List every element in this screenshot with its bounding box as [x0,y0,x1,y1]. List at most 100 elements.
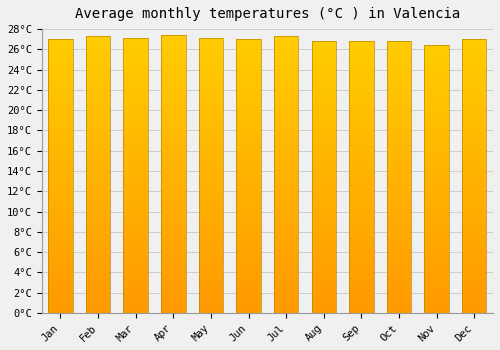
Bar [274,151,298,153]
Bar [236,203,261,205]
Bar [124,202,148,203]
Bar [48,224,72,225]
Bar [236,71,261,72]
Bar [198,294,223,295]
Bar [312,303,336,305]
Bar [462,173,486,175]
Bar [161,132,186,134]
Bar [387,184,411,185]
Bar [424,136,449,138]
Bar [349,120,374,121]
Bar [161,198,186,199]
Bar [86,148,110,150]
Bar [424,69,449,71]
Bar [48,186,72,187]
Bar [462,168,486,169]
Bar [86,161,110,162]
Bar [312,183,336,184]
Bar [198,114,223,115]
Bar [124,176,148,177]
Bar [236,162,261,164]
Bar [312,91,336,93]
Bar [274,230,298,231]
Bar [312,191,336,192]
Bar [124,185,148,187]
Bar [198,94,223,96]
Bar [236,182,261,183]
Bar [198,202,223,203]
Bar [124,283,148,284]
Bar [312,140,336,142]
Bar [274,126,298,127]
Bar [312,138,336,139]
Bar [462,291,486,293]
Bar [86,303,110,305]
Bar [274,255,298,256]
Bar [462,280,486,281]
Bar [387,183,411,184]
Bar [387,150,411,151]
Bar [274,267,298,269]
Bar [236,160,261,161]
Bar [86,71,110,72]
Bar [312,155,336,157]
Bar [274,90,298,91]
Bar [387,75,411,77]
Bar [349,94,374,96]
Bar [161,162,186,163]
Bar [274,291,298,292]
Bar [274,215,298,216]
Bar [424,206,449,207]
Bar [198,47,223,48]
Bar [86,287,110,288]
Bar [86,301,110,302]
Bar [236,101,261,102]
Bar [124,266,148,268]
Bar [462,232,486,233]
Bar [387,249,411,251]
Bar [349,48,374,49]
Bar [424,292,449,293]
Bar [161,93,186,95]
Bar [236,61,261,62]
Bar [124,284,148,286]
Bar [349,301,374,302]
Bar [124,184,148,185]
Bar [387,66,411,67]
Bar [387,154,411,155]
Bar [312,297,336,298]
Bar [161,191,186,192]
Bar [462,51,486,53]
Bar [312,106,336,108]
Bar [198,291,223,292]
Bar [274,169,298,170]
Bar [198,226,223,228]
Bar [274,58,298,60]
Bar [86,229,110,230]
Bar [86,122,110,123]
Bar [387,272,411,274]
Bar [236,119,261,120]
Bar [236,298,261,299]
Bar [124,239,148,240]
Bar [274,287,298,288]
Bar [86,151,110,153]
Bar [349,286,374,287]
Bar [312,294,336,295]
Bar [161,214,186,216]
Bar [236,106,261,108]
Bar [462,132,486,134]
Bar [198,281,223,283]
Bar [387,63,411,64]
Bar [424,147,449,148]
Bar [124,55,148,56]
Bar [349,252,374,253]
Bar [274,280,298,281]
Bar [349,241,374,242]
Bar [124,306,148,308]
Bar [312,93,336,94]
Bar [462,62,486,64]
Bar [349,230,374,231]
Bar [198,182,223,184]
Bar [48,146,72,147]
